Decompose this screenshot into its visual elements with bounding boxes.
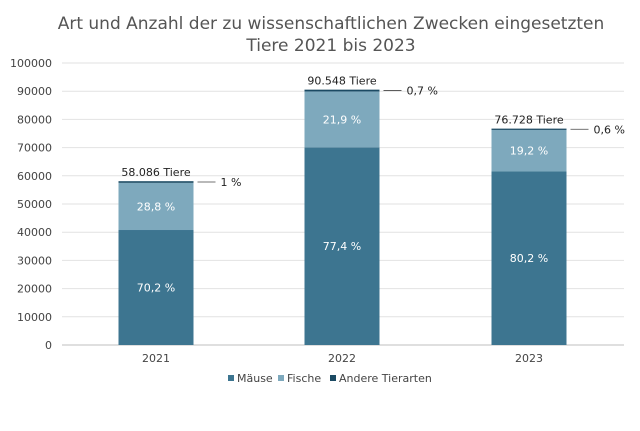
y-tick-label: 100000 — [10, 57, 52, 70]
bar-segment — [118, 230, 194, 345]
x-tick-label: 2022 — [328, 352, 356, 365]
legend-label: Fische — [287, 372, 321, 385]
data-label: 77,4 % — [323, 240, 361, 253]
y-tick-label: 40000 — [17, 226, 52, 239]
legend: Mäuse Fische Andere Tierarten — [228, 372, 432, 385]
chart-title-line-1: Art und Anzahl der zu wissenschaftlichen… — [58, 14, 605, 34]
total-label: 58.086 Tiere — [121, 166, 190, 179]
total-label: 76.728 Tiere — [494, 114, 563, 127]
y-tick-label: 20000 — [17, 283, 52, 296]
y-tick-label: 80000 — [17, 113, 52, 126]
data-label: 0,6 % — [594, 123, 625, 136]
data-label: 0,7 % — [407, 85, 438, 98]
bar-segment — [304, 147, 380, 345]
legend-label: Mäuse — [237, 372, 273, 385]
chart-title-line-2: Tiere 2021 bis 2023 — [245, 36, 415, 56]
y-axis-tick-labels: 0 10000 20000 30000 40000 50000 60000 70000 8000… — [10, 57, 52, 352]
data-label: 80,2 % — [510, 252, 548, 265]
legend-label: Andere Tierarten — [339, 372, 432, 385]
total-label: 90.548 Tiere — [307, 75, 376, 88]
bar-segment — [491, 128, 567, 130]
x-tick-label: 2023 — [515, 352, 543, 365]
bar-segment — [304, 91, 380, 148]
data-label: 1 % — [221, 176, 242, 189]
bar-segment — [118, 182, 194, 231]
legend-swatch — [228, 375, 234, 381]
y-tick-label: 90000 — [17, 85, 52, 98]
y-tick-label: 70000 — [17, 142, 52, 155]
y-tick-label: 60000 — [17, 170, 52, 183]
bar-segment — [491, 129, 567, 172]
y-tick-label: 50000 — [17, 198, 52, 211]
legend-swatch — [278, 375, 284, 381]
x-tick-label: 2021 — [142, 352, 170, 365]
bar-segment — [491, 171, 567, 345]
bar-segment — [304, 89, 380, 92]
y-tick-label: 10000 — [17, 311, 52, 324]
legend-swatch — [330, 375, 336, 381]
bar-segment — [118, 181, 194, 183]
x-axis-tick-labels: 2021 2022 2023 — [142, 352, 543, 365]
data-label: 19,2 % — [510, 145, 548, 158]
y-tick-label: 0 — [45, 339, 52, 352]
data-label: 70,2 % — [137, 282, 175, 295]
bars: 70,2 % 28,8 % 1 % 58.086 Tiere 77,4 % 21,9 % 0… — [118, 75, 625, 345]
data-label: 21,9 % — [323, 113, 361, 126]
y-tick-label: 30000 — [17, 254, 52, 267]
data-label: 28,8 % — [137, 200, 175, 213]
